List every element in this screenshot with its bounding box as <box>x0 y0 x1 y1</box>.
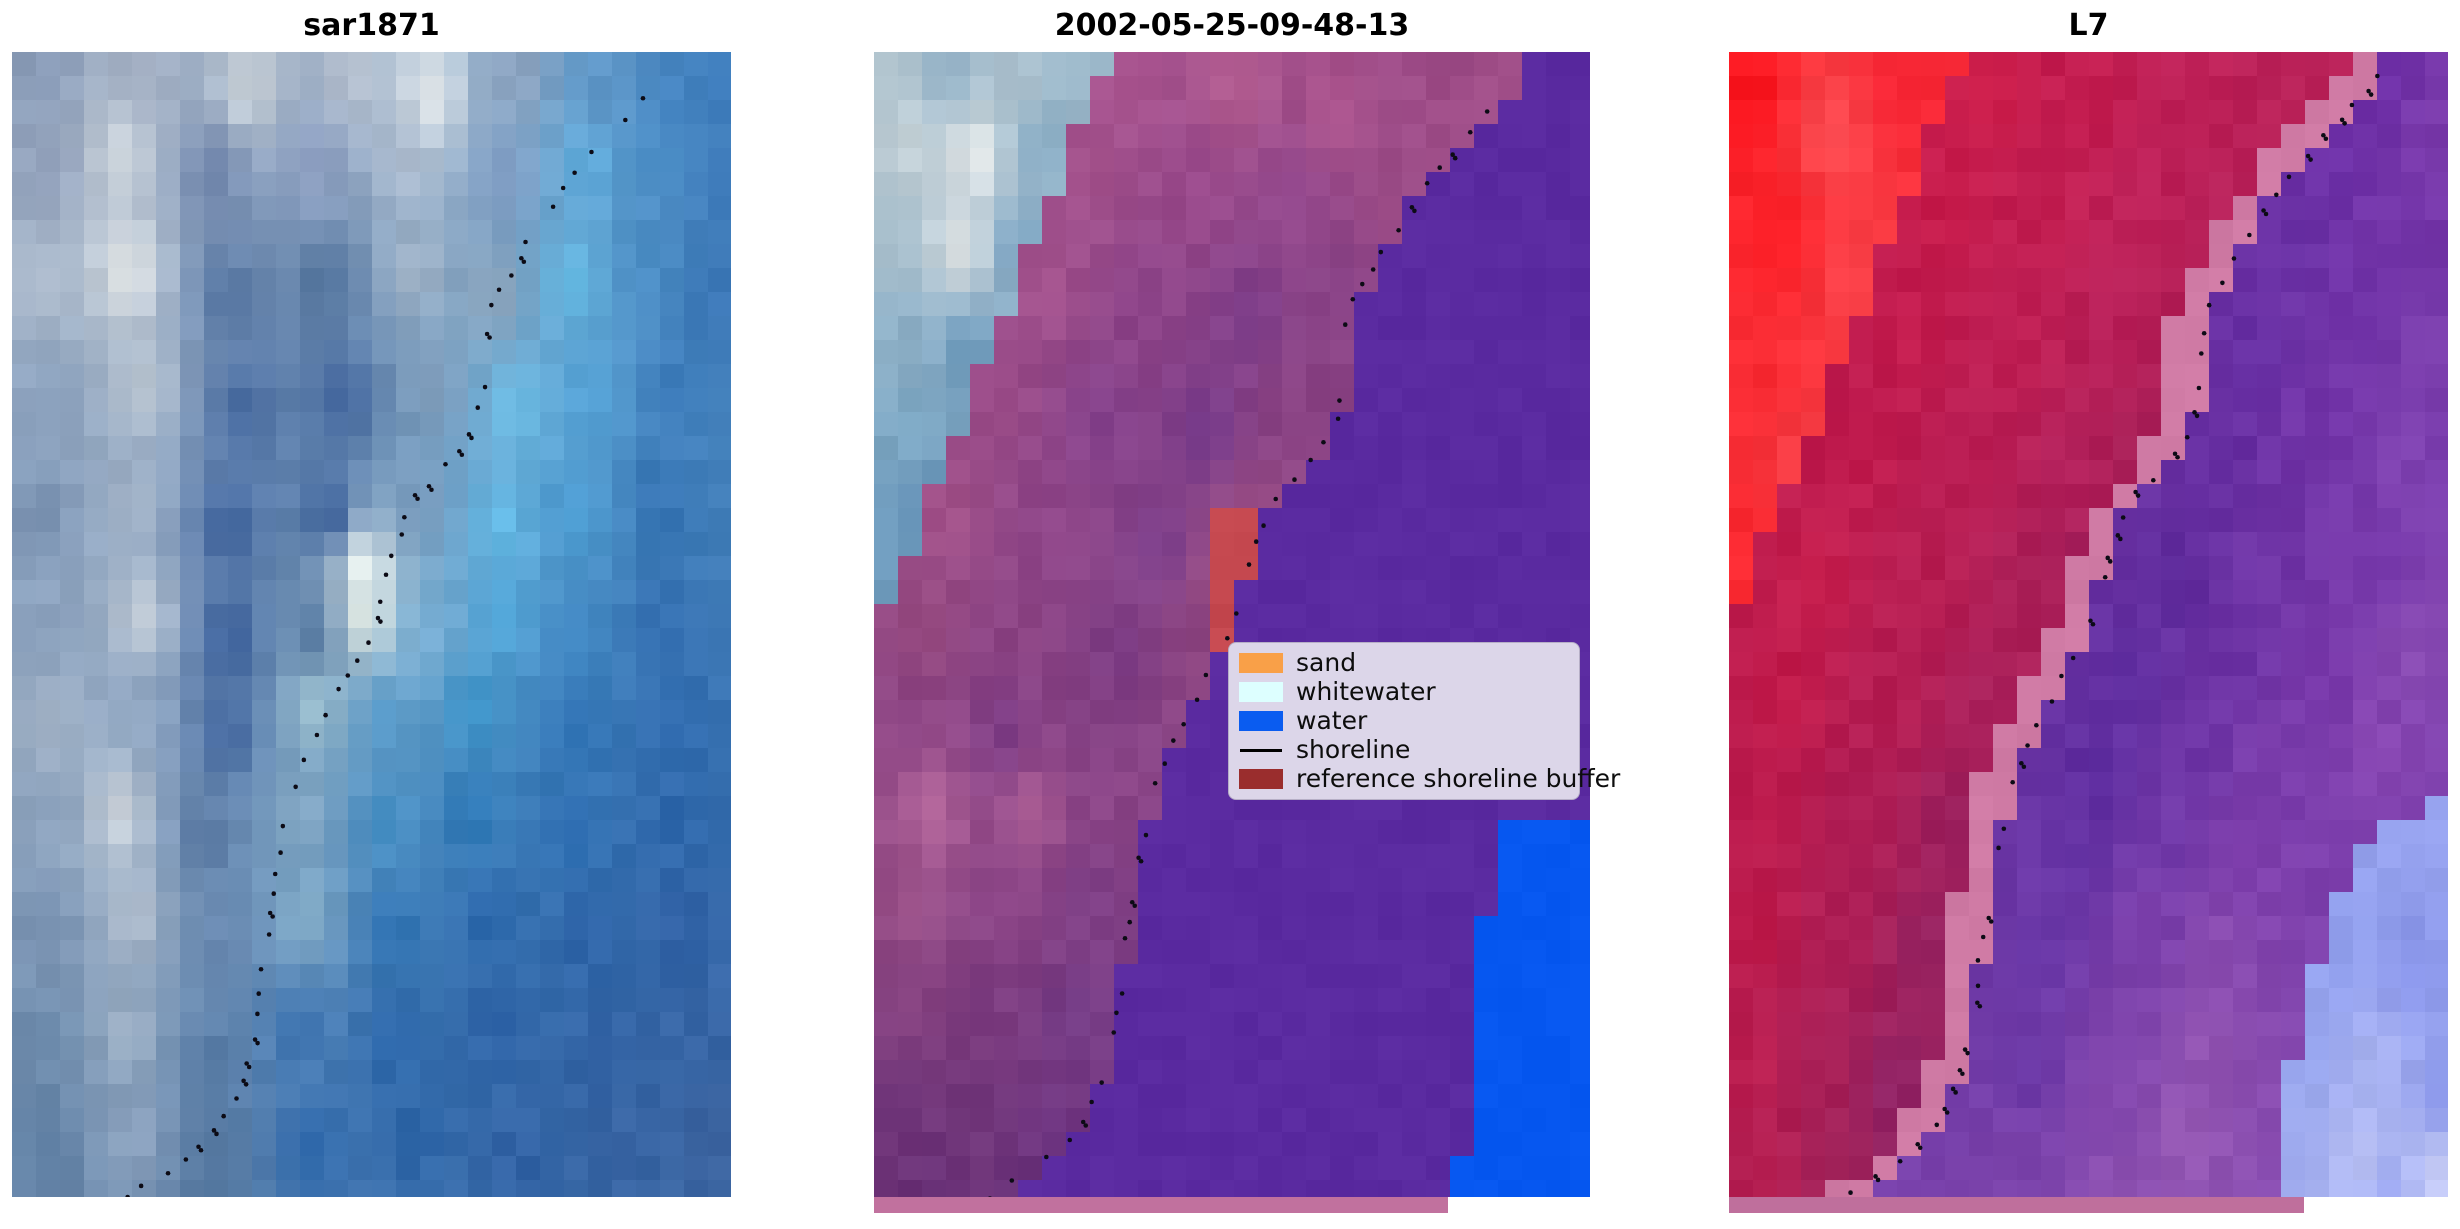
l7-bottom-strip <box>1729 1197 2304 1213</box>
legend: sand whitewater water shoreline referenc… <box>1228 642 1620 800</box>
legend-label: shoreline <box>1296 735 1411 764</box>
sar-image <box>12 52 731 1197</box>
shoreline-line-swatch <box>1240 748 1282 752</box>
panel-title-classified: 2002-05-25-09-48-13 <box>1054 8 1410 43</box>
sand-swatch <box>1239 653 1283 673</box>
legend-item-reference-buffer: reference shoreline buffer <box>1239 766 1620 792</box>
water-swatch <box>1239 711 1283 731</box>
legend-label: whitewater <box>1296 677 1436 706</box>
legend-label: water <box>1296 706 1368 735</box>
l7-image <box>1729 52 2448 1197</box>
legend-item-water: water <box>1239 708 1569 734</box>
reference-buffer-swatch <box>1239 769 1283 789</box>
panel-title-sar: sar1871 <box>303 8 440 43</box>
legend-item-whitewater: whitewater <box>1239 679 1569 705</box>
legend-item-sand: sand <box>1239 650 1569 676</box>
legend-label: reference shoreline buffer <box>1296 764 1621 793</box>
classified-bottom-strip <box>874 1197 1448 1213</box>
panel-title-l7: L7 <box>2068 8 2109 43</box>
legend-item-shoreline: shoreline <box>1239 737 1569 763</box>
legend-label: sand <box>1296 648 1357 677</box>
classified-image <box>874 52 1590 1197</box>
whitewater-swatch <box>1239 682 1283 702</box>
